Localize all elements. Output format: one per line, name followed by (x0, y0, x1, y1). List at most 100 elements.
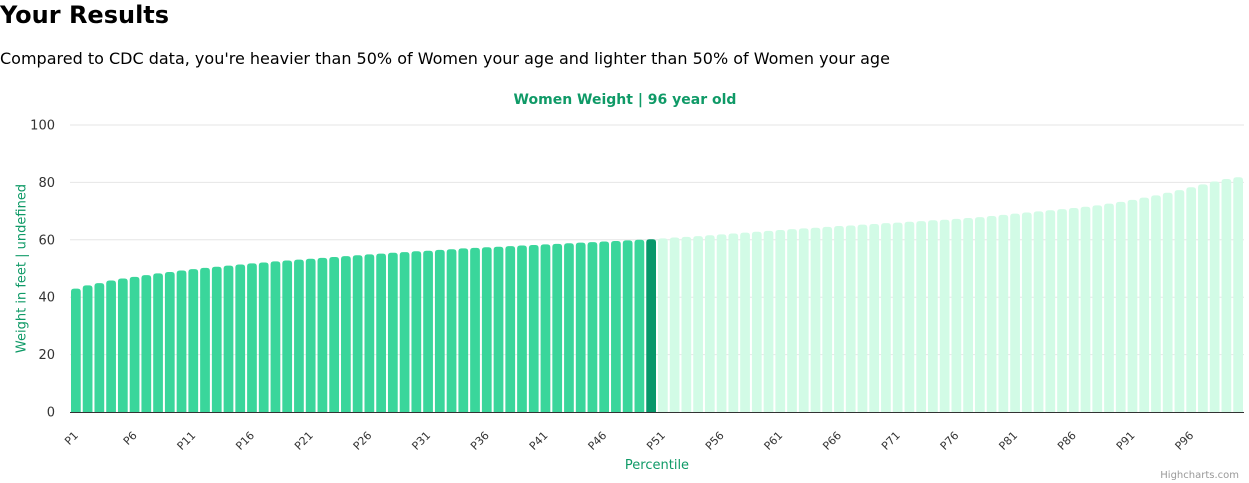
bar-p25[interactable] (352, 255, 363, 412)
bar-p95[interactable] (1174, 190, 1185, 412)
bar-p28[interactable] (387, 252, 398, 412)
bar-p34[interactable] (458, 248, 469, 412)
bar-p73[interactable] (916, 221, 927, 412)
bar-p22[interactable] (317, 257, 328, 412)
bar-p31[interactable] (423, 250, 433, 412)
bar-p16[interactable] (247, 263, 257, 412)
bar-p38[interactable] (505, 246, 516, 412)
bar-p51[interactable] (658, 238, 668, 412)
bar-p87[interactable] (1080, 206, 1091, 412)
bar-p44[interactable] (575, 242, 586, 412)
bar-p24[interactable] (341, 256, 351, 412)
bar-p54[interactable] (693, 236, 703, 412)
bar-p3[interactable] (94, 283, 105, 412)
bar-p63[interactable] (798, 228, 809, 412)
bar-p100[interactable] (1233, 177, 1243, 412)
bar-p27[interactable] (376, 253, 386, 412)
bar-p4[interactable] (106, 280, 116, 412)
bar-p52[interactable] (669, 237, 680, 412)
bar-p50[interactable] (646, 239, 656, 412)
bar-p19[interactable] (282, 260, 293, 412)
bar-p94[interactable] (1162, 192, 1173, 412)
bar-p89[interactable] (1104, 203, 1114, 412)
bar-p20[interactable] (294, 259, 304, 412)
bar-p23[interactable] (329, 257, 340, 412)
bar-p80[interactable] (998, 214, 1009, 412)
bar-p70[interactable] (881, 223, 891, 412)
bar-p48[interactable] (622, 240, 633, 412)
bar-p49[interactable] (634, 239, 645, 412)
bar-p8[interactable] (153, 273, 163, 412)
bar-p62[interactable] (787, 229, 797, 412)
bar-p55[interactable] (704, 235, 715, 412)
bar-p7[interactable] (141, 275, 152, 412)
bar-p74[interactable] (928, 220, 938, 412)
bar-p40[interactable] (528, 244, 539, 412)
bar-p92[interactable] (1139, 197, 1150, 412)
bar-p43[interactable] (564, 243, 574, 412)
bar-p47[interactable] (611, 240, 621, 412)
bar-p1[interactable] (71, 288, 81, 412)
bar-p83[interactable] (1033, 211, 1044, 412)
bar-p85[interactable] (1057, 209, 1067, 412)
bar-p84[interactable] (1045, 210, 1056, 412)
bar-p2[interactable] (82, 285, 93, 412)
bar-p41[interactable] (540, 244, 551, 412)
bar-p68[interactable] (857, 224, 868, 412)
bar-p21[interactable] (305, 258, 316, 412)
bar-p42[interactable] (552, 243, 563, 412)
bar-p37[interactable] (493, 246, 504, 412)
bar-p90[interactable] (1115, 201, 1126, 412)
bar-p10[interactable] (176, 270, 187, 412)
bar-p26[interactable] (364, 254, 375, 412)
bar-p72[interactable] (904, 221, 915, 412)
bar-p82[interactable] (1021, 212, 1032, 412)
bar-p71[interactable] (892, 222, 903, 412)
bar-p53[interactable] (681, 236, 692, 412)
bar-p39[interactable] (517, 245, 527, 412)
bar-p14[interactable] (223, 265, 234, 412)
bar-p33[interactable] (446, 249, 457, 412)
bar-p6[interactable] (129, 276, 140, 412)
bar-p18[interactable] (270, 261, 281, 412)
bar-p35[interactable] (470, 247, 480, 412)
bar-p86[interactable] (1068, 207, 1079, 412)
bar-p76[interactable] (951, 218, 962, 412)
bar-p45[interactable] (587, 242, 598, 412)
bar-p65[interactable] (822, 226, 833, 412)
bar-p97[interactable] (1198, 184, 1208, 412)
bar-p98[interactable] (1209, 181, 1220, 412)
bar-p12[interactable] (200, 267, 210, 412)
bar-p91[interactable] (1127, 199, 1138, 412)
bar-p93[interactable] (1151, 195, 1161, 412)
bar-p57[interactable] (728, 233, 739, 412)
bar-p56[interactable] (716, 234, 727, 412)
bar-p15[interactable] (235, 264, 246, 412)
bar-p77[interactable] (963, 217, 973, 412)
bar-p78[interactable] (974, 217, 985, 412)
bar-p5[interactable] (117, 278, 128, 412)
bar-p46[interactable] (599, 241, 610, 412)
bar-p79[interactable] (986, 215, 997, 412)
bar-p88[interactable] (1092, 205, 1103, 412)
bar-p13[interactable] (211, 266, 222, 412)
bar-p60[interactable] (763, 230, 774, 412)
bar-p9[interactable] (164, 271, 175, 412)
credits-link[interactable]: Highcharts.com (1160, 470, 1239, 481)
bar-p59[interactable] (751, 231, 762, 412)
bar-p61[interactable] (775, 230, 786, 412)
bar-p36[interactable] (481, 247, 492, 412)
bar-p29[interactable] (399, 252, 410, 412)
bar-p66[interactable] (834, 226, 844, 412)
bar-p11[interactable] (188, 269, 199, 412)
bar-p75[interactable] (939, 219, 950, 412)
bar-p69[interactable] (869, 224, 880, 412)
bar-p58[interactable] (740, 232, 750, 412)
bar-p81[interactable] (1010, 213, 1020, 412)
bar-p64[interactable] (810, 227, 821, 412)
bar-p99[interactable] (1221, 178, 1232, 412)
bar-p17[interactable] (258, 262, 269, 412)
bar-p96[interactable] (1186, 187, 1197, 412)
bar-p30[interactable] (411, 251, 422, 412)
bar-p67[interactable] (845, 225, 856, 412)
